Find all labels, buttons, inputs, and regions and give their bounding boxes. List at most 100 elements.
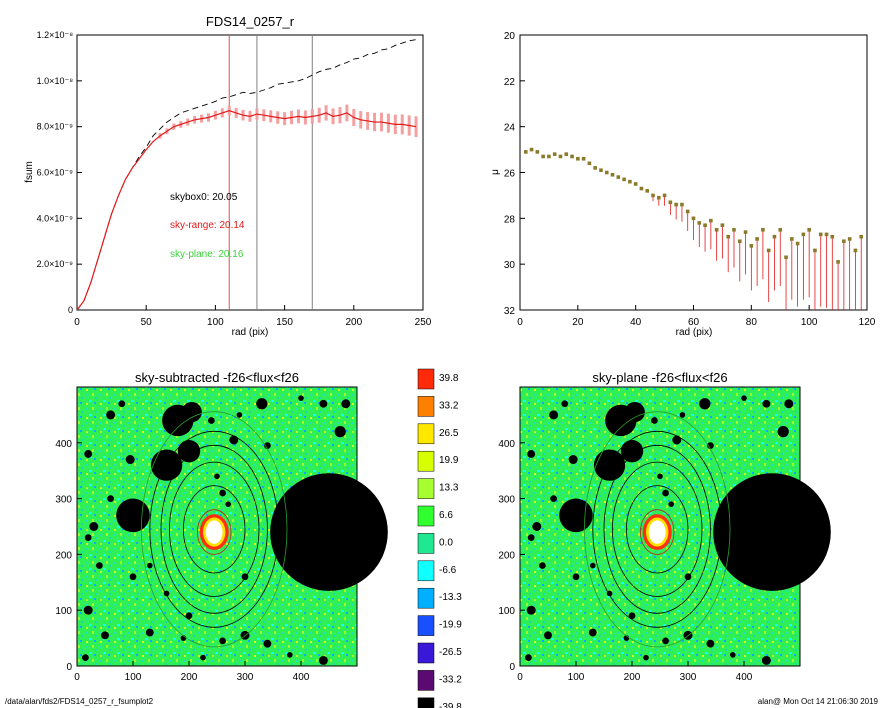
y-tick-label: 8.0×10⁻⁹ (37, 122, 74, 132)
data-point (576, 156, 580, 161)
mu-xlabel: rad (pix) (676, 327, 713, 338)
masked-source (219, 637, 226, 645)
masked-source (236, 412, 243, 418)
aperture-ellipse-inner (640, 509, 675, 555)
sky-subtracted-panel: sky-subtracted -f26<flux<f26 0 100 200 300 4… (55, 370, 388, 683)
masked-source (572, 573, 580, 581)
y-tick-label: 200 (55, 550, 72, 561)
data-point (558, 154, 563, 159)
y-tick-label: 20 (504, 31, 516, 42)
x-tick-label: 100 (125, 672, 142, 683)
masked-source (229, 435, 239, 445)
data-point (662, 193, 667, 198)
masked-source (181, 402, 202, 423)
x-tick-label: 50 (141, 317, 153, 328)
aperture-ellipse (140, 411, 288, 648)
data-point (674, 202, 678, 207)
fsum-xlabel: rad (pix) (232, 327, 269, 338)
colorbar-swatch (417, 615, 435, 636)
data-point (807, 227, 811, 232)
data-point (570, 154, 574, 159)
data-point (847, 237, 852, 241)
data-point (784, 255, 788, 260)
colorbar-label: -39.8 (439, 702, 462, 708)
data-point (709, 218, 713, 223)
y-tick-label: 1.0×10⁻⁸ (37, 76, 74, 86)
y-tick-label: 28 (504, 214, 516, 225)
data-point (755, 237, 759, 241)
colorbar-swatch (417, 560, 435, 582)
y-tick-label: 100 (55, 606, 72, 617)
masked-source (624, 402, 645, 423)
colorbar-swatch (417, 423, 435, 445)
masked-source (526, 605, 536, 615)
data-point (547, 154, 551, 159)
masked-source (588, 628, 597, 637)
data-point (529, 147, 534, 152)
data-point (732, 227, 736, 232)
mu-series (523, 147, 864, 310)
y-tick-label: 30 (504, 260, 516, 271)
annotation-skybox0: skybox0: 20.05 (170, 192, 238, 203)
masked-source (106, 410, 116, 420)
footer-path: /data/alan/fds2/FDS14_0257_r_fsumplot2 (5, 697, 154, 706)
aperture-ellipse (160, 444, 268, 614)
masked-source (662, 489, 669, 497)
data-point (639, 186, 644, 191)
masked-source (668, 501, 674, 507)
x-tick-label: 300 (237, 672, 254, 683)
y-tick-label: 1.2×10⁻⁸ (37, 30, 74, 40)
data-point (535, 150, 540, 154)
colorbar-label: 39.8 (439, 373, 459, 384)
data-point (657, 195, 661, 200)
aperture-ellipse (603, 444, 711, 614)
y-tick-label: 26 (504, 169, 516, 180)
sky-subtracted-image (77, 387, 388, 666)
aperture-ellipse (612, 461, 703, 597)
masked-source (761, 655, 771, 665)
masked-source (125, 455, 135, 465)
colorbar-label: -13.3 (439, 592, 462, 603)
data-point (541, 154, 545, 159)
data-point (818, 232, 823, 237)
masked-source (225, 501, 231, 507)
y-tick-label: 24 (504, 123, 516, 134)
masked-source (762, 399, 771, 408)
masked-source (219, 489, 226, 497)
data-point (616, 175, 621, 179)
masked-source (525, 654, 532, 661)
fsum-panel: FDS14_0257_r 0 50 100 150 200 250 0 2.0×10⁻⁹ 4.0… (24, 14, 432, 338)
colorbar-label: 13.3 (439, 483, 459, 494)
colorbar-label: 6.6 (439, 510, 453, 521)
y-tick-label: 2.0×10⁻⁹ (37, 259, 74, 269)
x-tick-label: 400 (736, 672, 753, 683)
data-point (587, 161, 592, 166)
galaxy-core (648, 520, 666, 544)
colorbar: 39.8 33.2 26.5 19.9 13.3 6.6 0.0 -6.6 -13.3 -19.9… (417, 368, 462, 708)
masked-source (730, 652, 736, 658)
colorbar-swatch (417, 642, 435, 664)
data-point (859, 234, 864, 239)
aperture-ellipse (149, 430, 279, 628)
x-tick-label: 100 (801, 317, 818, 328)
masked-source (706, 639, 715, 648)
y-tick-label: 6.0×10⁻⁹ (37, 168, 74, 178)
masked-source (147, 562, 153, 569)
masked-source (177, 439, 201, 463)
data-point (564, 152, 569, 156)
data-point (824, 232, 829, 237)
x-tick-label: 60 (688, 317, 700, 328)
data-point (830, 234, 835, 239)
data-point (842, 239, 846, 244)
data-point (714, 227, 719, 232)
sky-plane-image (520, 387, 831, 666)
x-tick-label: 300 (680, 672, 697, 683)
data-point (726, 234, 730, 239)
masked-source (83, 605, 93, 615)
mu-ticks: 0 20 40 60 80 100 120 20 22 24 26 28 30 32 (504, 31, 876, 328)
x-tick-label: 80 (746, 317, 758, 328)
x-tick-label: 200 (181, 672, 198, 683)
data-point (628, 179, 632, 184)
data-point (633, 182, 638, 186)
masked-source (707, 442, 714, 449)
